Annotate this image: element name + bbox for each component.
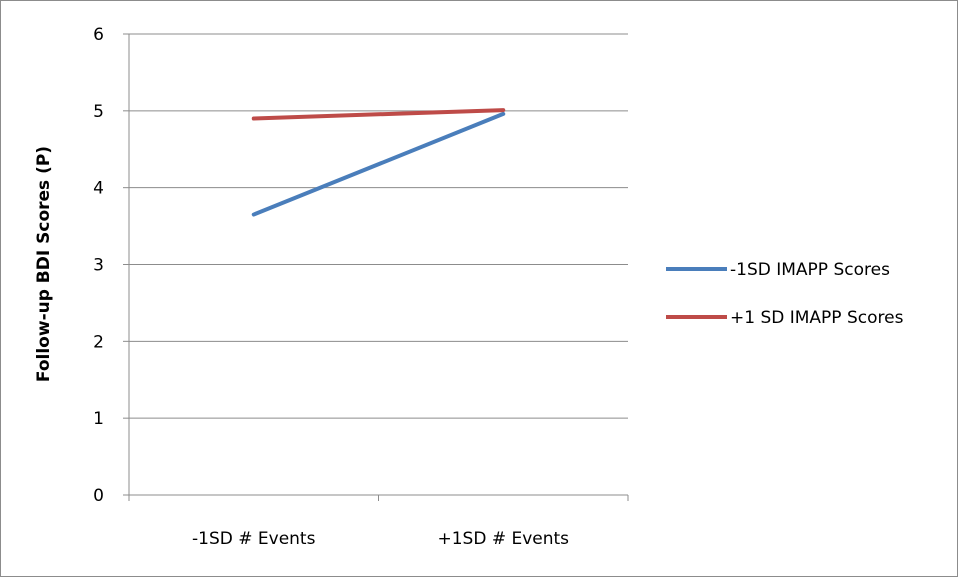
legend-label: -1SD IMAPP Scores bbox=[730, 260, 890, 280]
legend-label: +1 SD IMAPP Scores bbox=[730, 308, 904, 328]
series-lines bbox=[251, 108, 506, 217]
legend: -1SD IMAPP Scores +1 SD IMAPP Scores bbox=[666, 260, 904, 328]
y-axis-title: Follow-up BDI Scores (P) bbox=[34, 146, 54, 382]
gridlines bbox=[129, 33, 628, 419]
y-tick-label: 5 bbox=[93, 102, 104, 122]
y-tick-label: 6 bbox=[93, 25, 104, 45]
series-line-2 bbox=[251, 108, 506, 121]
y-tick-label: 3 bbox=[93, 256, 104, 276]
y-tick-labels: 0 1 2 3 4 5 6 bbox=[93, 25, 104, 506]
x-tick-labels: -1SD # Events +1SD # Events bbox=[192, 529, 569, 549]
y-tick-label: 1 bbox=[93, 409, 104, 429]
y-tick-label: 2 bbox=[93, 332, 104, 352]
axes bbox=[123, 33, 629, 501]
y-tick-label: 4 bbox=[93, 179, 104, 199]
x-tick-label: +1SD # Events bbox=[437, 529, 569, 549]
y-tick-label: 0 bbox=[93, 486, 104, 506]
x-tick-label: -1SD # Events bbox=[192, 529, 316, 549]
series-line-1 bbox=[251, 111, 506, 217]
